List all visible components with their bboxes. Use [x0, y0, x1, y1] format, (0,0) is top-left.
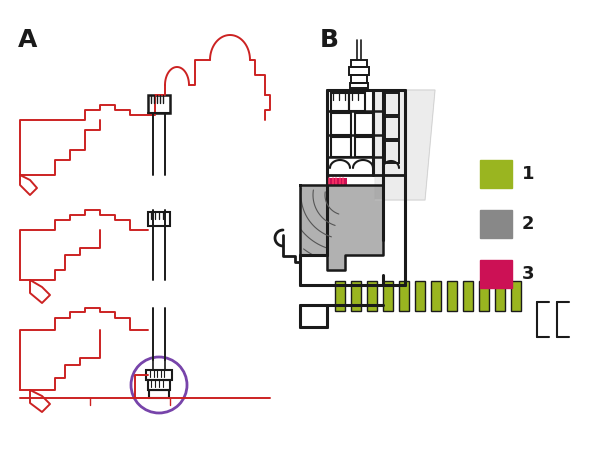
Bar	[399, 281, 409, 311]
Bar	[355, 137, 373, 157]
Bar	[480, 160, 512, 188]
Text: A: A	[18, 28, 37, 52]
Bar	[355, 113, 373, 135]
Bar	[431, 281, 441, 311]
Polygon shape	[375, 90, 435, 200]
Bar	[331, 137, 351, 157]
Bar	[146, 370, 172, 380]
Bar	[327, 178, 347, 185]
Bar	[335, 281, 345, 311]
Bar	[351, 281, 361, 311]
Bar	[447, 281, 457, 311]
Bar	[495, 281, 505, 311]
Bar	[148, 212, 170, 226]
Bar	[480, 210, 512, 238]
Bar	[415, 281, 425, 311]
Text: 2: 2	[522, 215, 534, 233]
Text: 3: 3	[522, 265, 534, 283]
Bar	[511, 281, 521, 311]
Bar	[148, 380, 170, 390]
Bar	[383, 281, 393, 311]
Bar	[351, 75, 367, 83]
Bar	[350, 83, 368, 88]
Bar	[351, 60, 367, 67]
Text: B: B	[320, 28, 339, 52]
Bar	[331, 93, 349, 111]
Text: 1: 1	[522, 165, 534, 183]
Bar	[367, 281, 377, 311]
Bar	[331, 113, 351, 135]
Polygon shape	[300, 185, 383, 270]
Bar	[349, 93, 365, 111]
Bar	[479, 281, 489, 311]
Bar	[149, 390, 169, 398]
Bar	[385, 117, 399, 139]
Bar	[385, 93, 399, 115]
Bar	[349, 67, 369, 75]
Bar	[463, 281, 473, 311]
Bar	[480, 260, 512, 288]
Bar	[148, 95, 170, 113]
Bar	[385, 141, 399, 163]
